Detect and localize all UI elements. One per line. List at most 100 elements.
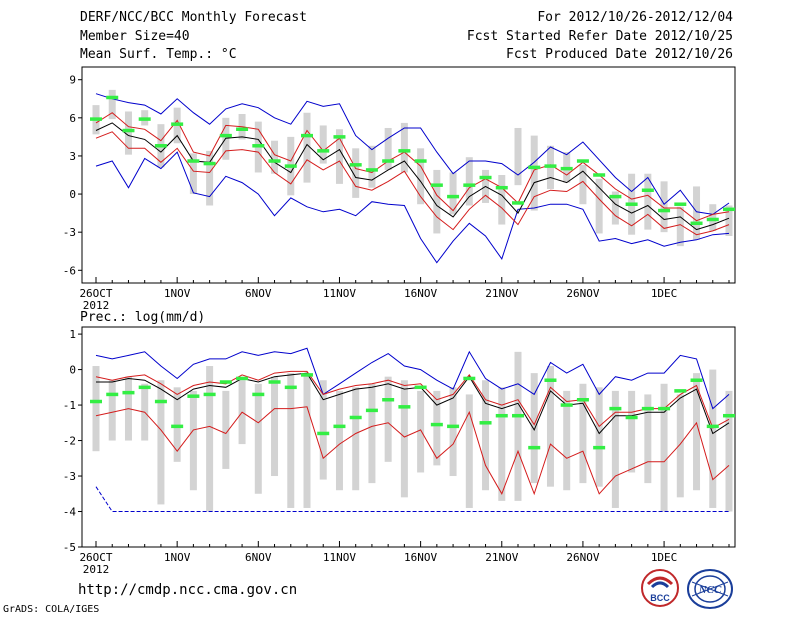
precip-title: Prec.: log(mm/d) (80, 310, 206, 325)
temp-box (189, 153, 197, 195)
prec-box (546, 366, 554, 487)
temp-y-tick-label: 3 (69, 150, 76, 163)
temp-x-tick-label: 16NOV (404, 287, 437, 300)
temp-box (352, 148, 360, 198)
temp-mean-line (95, 122, 730, 231)
prec-x-tick-label: 21NOV (485, 551, 518, 564)
prec-x-tick-label: 11NOV (323, 551, 356, 564)
prec-box (709, 369, 717, 508)
temp-box (514, 127, 522, 186)
temp-box (660, 181, 668, 233)
variable-label: Mean Surf. Temp.: °C (80, 47, 237, 62)
ncc-logo-icon: NCC (687, 569, 733, 609)
prec-box (368, 383, 376, 484)
temp-x-tick-label: 1DEC (651, 287, 678, 300)
prec-box (530, 373, 538, 484)
temp-box (530, 135, 538, 211)
prec-box (514, 351, 522, 501)
prec-box (400, 380, 408, 498)
prec-box (644, 394, 652, 484)
temp-box (725, 205, 733, 236)
temp-box (644, 173, 652, 230)
temp-box (384, 127, 392, 170)
prec-box (628, 390, 636, 473)
prec-box (579, 383, 587, 484)
prec-box (352, 387, 360, 491)
prec-minimum-line (95, 486, 729, 512)
prec-box (303, 373, 311, 508)
prec-y-tick-label: -2 (63, 435, 76, 448)
temp-x-tick-label: 11NOV (323, 287, 356, 300)
member-size-label: Member Size=40 (80, 29, 190, 44)
prec-box (335, 390, 343, 491)
temp-box (579, 164, 587, 205)
svg-text:BCC: BCC (650, 593, 670, 603)
temp-box (595, 178, 603, 234)
prec-x-tick-label: 6NOV (245, 551, 272, 564)
temp-box (271, 140, 279, 174)
temp-year-label: 2012 (83, 299, 110, 312)
temp-y-tick-label: 0 (69, 188, 76, 201)
temp-box (465, 157, 473, 206)
temp-box (498, 175, 506, 225)
prec-box (92, 366, 100, 452)
prec-mean-line (96, 372, 730, 435)
prec-box (482, 380, 490, 491)
prec-x-tick-label: 1DEC (651, 551, 678, 564)
prec-box (417, 390, 425, 473)
prec-box (563, 390, 571, 491)
temp-box (206, 150, 214, 206)
prec-x-tick-label: 16NOV (404, 551, 437, 564)
prec-y-tick-label: 1 (69, 328, 76, 341)
prec-lower-spread-line (95, 406, 730, 496)
temp-box (433, 169, 441, 234)
prec-box (173, 387, 181, 462)
temp-box (124, 111, 132, 155)
prec-box (206, 366, 214, 512)
temp-box (319, 125, 327, 164)
prec-box (611, 390, 619, 508)
site-url[interactable]: http://cmdp.ncc.cma.gov.cn (78, 582, 298, 598)
temp-x-tick-label: 26NOV (566, 287, 599, 300)
temp-y-tick-label: -3 (63, 226, 76, 239)
grads-credit: GrADS: COLA/IGES (3, 604, 100, 615)
forecast-period: For 2012/10/26-2012/12/04 (537, 10, 733, 25)
temp-x-tick-label: 21NOV (485, 287, 518, 300)
prec-maximum-line (95, 347, 730, 410)
temp-upper-spread-line (95, 112, 730, 222)
prec-box (595, 387, 603, 487)
prec-year-label: 2012 (83, 563, 110, 576)
temp-plot-frame (81, 66, 736, 284)
prec-y-tick-label: -4 (63, 506, 77, 519)
prec-y-tick-label: -5 (63, 541, 76, 554)
prec-box (319, 380, 327, 480)
prec-box (254, 383, 262, 494)
prec-box (465, 394, 473, 508)
produced-date: Fcst Produced Date 2012/10/26 (506, 47, 733, 62)
bcc-logo-icon: BCC (641, 569, 679, 607)
svg-text:NCC: NCC (698, 584, 722, 596)
chart-title: DERF/NCC/BCC Monthly Forecast (80, 10, 307, 25)
temp-y-tick-label: 9 (69, 74, 76, 87)
temp-box (449, 172, 457, 215)
temp-box (335, 129, 343, 184)
prec-box (287, 373, 295, 508)
prec-y-tick-label: 0 (69, 364, 76, 377)
prec-box (271, 376, 279, 477)
temp-y-tick-label: -6 (63, 264, 76, 277)
temp-x-tick-label: 6NOV (245, 287, 272, 300)
prec-box (222, 390, 230, 469)
temp-box (693, 186, 701, 240)
prec-x-tick-label: 1NOV (164, 551, 191, 564)
temp-lower-spread-line (95, 131, 730, 236)
temp-box (303, 112, 311, 183)
temp-y-tick-label: 6 (69, 112, 76, 125)
temp-box (709, 204, 717, 231)
temp-box (417, 148, 425, 205)
prec-box (660, 383, 668, 512)
prec-x-tick-label: 26OCT (79, 551, 112, 564)
temp-maximum-line (95, 93, 730, 215)
prec-box (449, 387, 457, 477)
prec-box (157, 380, 165, 505)
